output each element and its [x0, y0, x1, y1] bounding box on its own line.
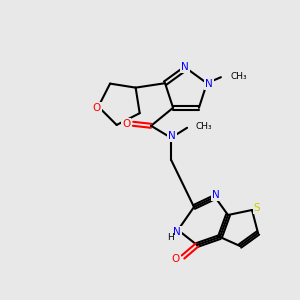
Text: CH₃: CH₃ — [231, 72, 247, 81]
Text: N: N — [181, 62, 189, 72]
Text: O: O — [172, 254, 180, 264]
Text: H: H — [167, 233, 173, 242]
Text: O: O — [92, 103, 100, 112]
Text: CH₃: CH₃ — [195, 122, 212, 131]
Text: N: N — [212, 190, 220, 200]
Text: S: S — [254, 203, 260, 213]
Text: N: N — [205, 79, 213, 89]
Text: N: N — [168, 131, 176, 141]
Text: O: O — [122, 119, 130, 129]
Text: N: N — [173, 227, 181, 237]
